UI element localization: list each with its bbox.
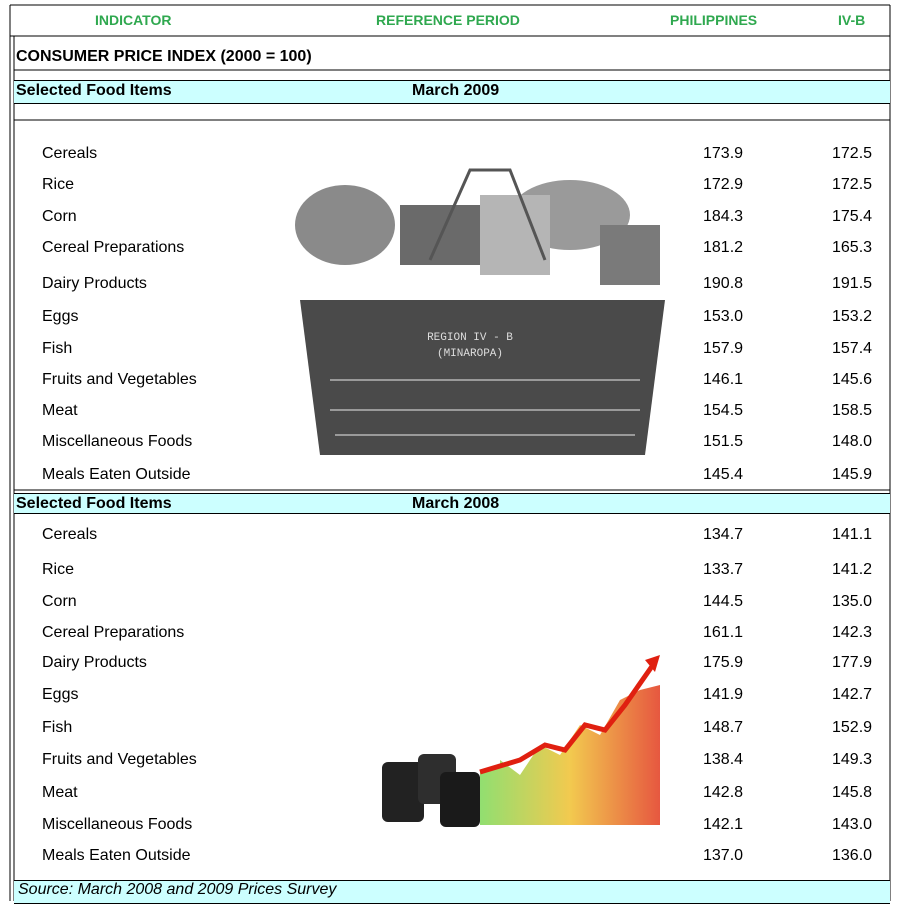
- row-label: Fruits and Vegetables: [42, 371, 197, 389]
- region-value: 136.0: [832, 847, 872, 865]
- column-header: REFERENCE PERIOD: [376, 12, 520, 28]
- row-label: Fish: [42, 719, 72, 737]
- region-value: 152.9: [832, 719, 872, 737]
- region-value: 135.0: [832, 593, 872, 611]
- row-label: Miscellaneous Foods: [42, 433, 192, 451]
- growth-image: [382, 655, 660, 827]
- region-value: 141.2: [832, 561, 872, 579]
- row-label: Fish: [42, 340, 72, 358]
- philippines-value: 181.2: [703, 239, 743, 257]
- region-value: 153.2: [832, 308, 872, 326]
- row-label: Eggs: [42, 308, 78, 326]
- philippines-value: 146.1: [703, 371, 743, 389]
- philippines-value: 134.7: [703, 526, 743, 544]
- section-period: March 2009: [412, 82, 499, 100]
- philippines-value: 154.5: [703, 402, 743, 420]
- row-label: Cereals: [42, 145, 97, 163]
- page: REGION IV - B (MINAROPA) INDICATOR REFER…: [0, 0, 907, 901]
- row-label: Cereals: [42, 526, 97, 544]
- region-value: 149.3: [832, 751, 872, 769]
- philippines-value: 142.1: [703, 816, 743, 834]
- philippines-value: 141.9: [703, 686, 743, 704]
- region-value: 142.3: [832, 624, 872, 642]
- philippines-value: 142.8: [703, 784, 743, 802]
- row-label: Meat: [42, 402, 78, 420]
- table-title: CONSUMER PRICE INDEX (2000 = 100): [16, 48, 312, 66]
- region-value: 143.0: [832, 816, 872, 834]
- region-value: 142.7: [832, 686, 872, 704]
- philippines-value: 157.9: [703, 340, 743, 358]
- philippines-value: 151.5: [703, 433, 743, 451]
- basket-label: (MINAROPA): [437, 348, 503, 360]
- region-value: 175.4: [832, 208, 872, 226]
- philippines-value: 138.4: [703, 751, 743, 769]
- philippines-value: 173.9: [703, 145, 743, 163]
- row-label: Eggs: [42, 686, 78, 704]
- row-label: Meals Eaten Outside: [42, 847, 191, 865]
- philippines-value: 148.7: [703, 719, 743, 737]
- row-label: Corn: [42, 593, 77, 611]
- row-label: Miscellaneous Foods: [42, 816, 192, 834]
- row-label: Cereal Preparations: [42, 239, 184, 257]
- column-header: IV-B: [838, 12, 865, 28]
- region-value: 145.9: [832, 466, 872, 484]
- basket-image: REGION IV - B (MINAROPA): [295, 170, 665, 455]
- region-value: 145.6: [832, 371, 872, 389]
- region-value: 165.3: [832, 239, 872, 257]
- column-header: PHILIPPINES: [670, 12, 757, 28]
- philippines-value: 133.7: [703, 561, 743, 579]
- philippines-value: 145.4: [703, 466, 743, 484]
- philippines-value: 184.3: [703, 208, 743, 226]
- section-label: Selected Food Items: [16, 495, 172, 513]
- column-header: INDICATOR: [95, 12, 171, 28]
- row-label: Dairy Products: [42, 654, 147, 672]
- philippines-value: 144.5: [703, 593, 743, 611]
- region-value: 148.0: [832, 433, 872, 451]
- basket-label: REGION IV - B: [427, 332, 513, 344]
- section-period: March 2008: [412, 495, 499, 513]
- region-value: 141.1: [832, 526, 872, 544]
- row-label: Rice: [42, 176, 74, 194]
- row-label: Meat: [42, 784, 78, 802]
- region-value: 158.5: [832, 402, 872, 420]
- region-value: 177.9: [832, 654, 872, 672]
- philippines-value: 153.0: [703, 308, 743, 326]
- region-value: 191.5: [832, 275, 872, 293]
- philippines-value: 175.9: [703, 654, 743, 672]
- row-label: Meals Eaten Outside: [42, 466, 191, 484]
- region-value: 172.5: [832, 145, 872, 163]
- row-label: Rice: [42, 561, 74, 579]
- philippines-value: 190.8: [703, 275, 743, 293]
- row-label: Fruits and Vegetables: [42, 751, 197, 769]
- philippines-value: 161.1: [703, 624, 743, 642]
- row-label: Dairy Products: [42, 275, 147, 293]
- region-value: 145.8: [832, 784, 872, 802]
- row-label: Cereal Preparations: [42, 624, 184, 642]
- row-label: Corn: [42, 208, 77, 226]
- region-value: 157.4: [832, 340, 872, 358]
- source-note: Source: March 2008 and 2009 Prices Surve…: [18, 881, 336, 899]
- philippines-value: 137.0: [703, 847, 743, 865]
- section-label: Selected Food Items: [16, 82, 172, 100]
- philippines-value: 172.9: [703, 176, 743, 194]
- region-value: 172.5: [832, 176, 872, 194]
